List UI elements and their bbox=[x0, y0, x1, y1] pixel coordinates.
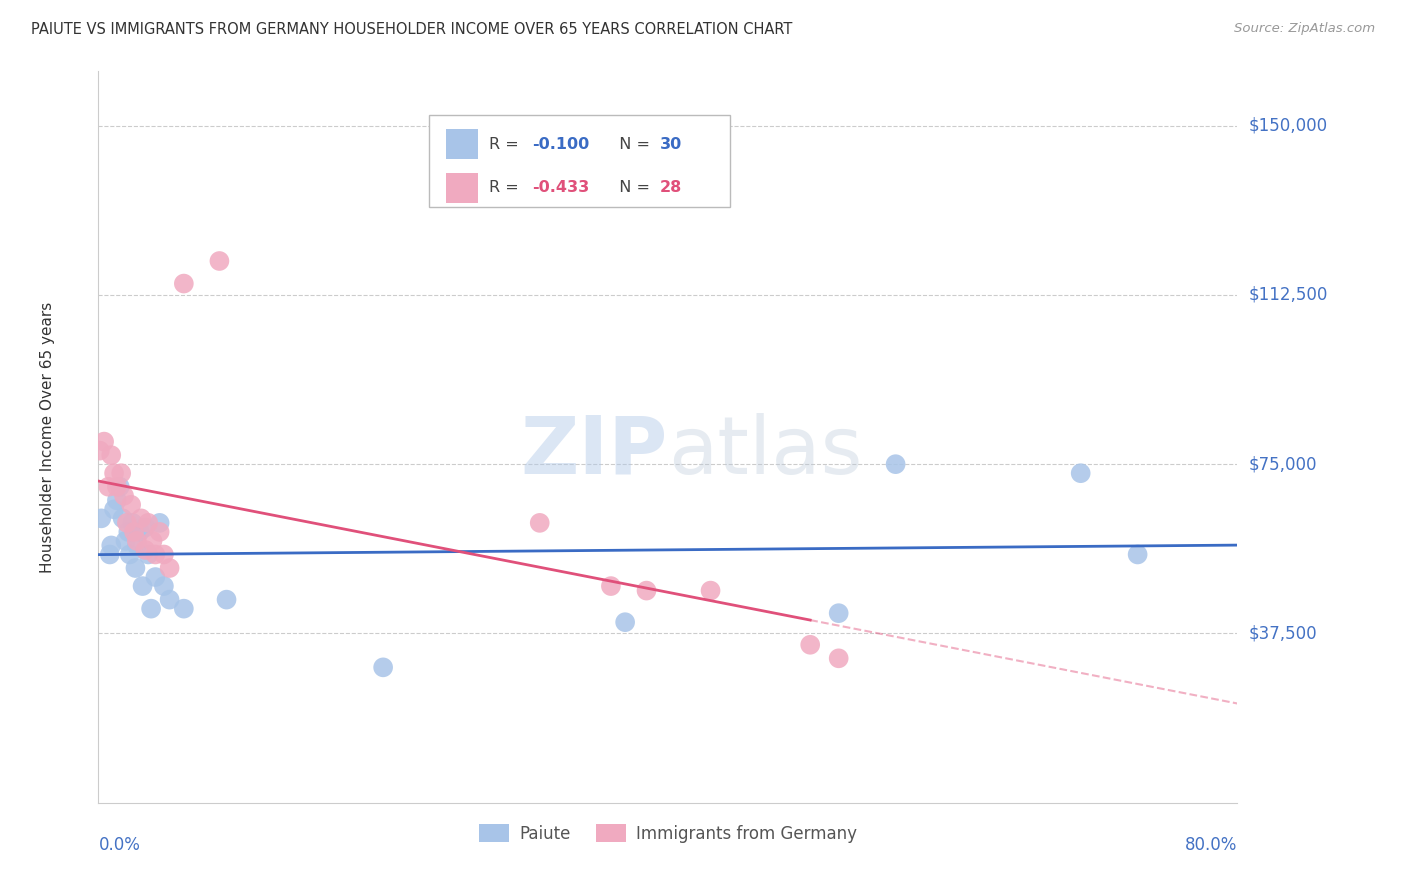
Point bbox=[828, 606, 851, 620]
Point bbox=[614, 615, 637, 630]
Point bbox=[100, 538, 122, 552]
Point bbox=[110, 466, 132, 480]
Point bbox=[600, 579, 623, 593]
Point bbox=[145, 570, 167, 584]
Point bbox=[173, 277, 195, 291]
Point bbox=[103, 502, 125, 516]
Text: N =: N = bbox=[609, 136, 655, 152]
Text: 28: 28 bbox=[659, 180, 682, 195]
Point bbox=[134, 520, 156, 534]
Point bbox=[122, 524, 145, 539]
Point bbox=[884, 457, 907, 471]
Text: atlas: atlas bbox=[668, 413, 862, 491]
Text: Householder Income Over 65 years: Householder Income Over 65 years bbox=[39, 301, 55, 573]
Point bbox=[799, 638, 821, 652]
Point bbox=[100, 448, 122, 462]
Point bbox=[159, 592, 181, 607]
Text: Source: ZipAtlas.com: Source: ZipAtlas.com bbox=[1234, 22, 1375, 36]
Point bbox=[529, 516, 551, 530]
Text: -0.100: -0.100 bbox=[533, 136, 589, 152]
Point bbox=[129, 511, 152, 525]
Point bbox=[112, 489, 135, 503]
Point bbox=[1070, 466, 1092, 480]
Point bbox=[145, 548, 167, 562]
Point bbox=[828, 651, 851, 665]
Point bbox=[89, 443, 111, 458]
Point bbox=[90, 511, 112, 525]
Text: PAIUTE VS IMMIGRANTS FROM GERMANY HOUSEHOLDER INCOME OVER 65 YEARS CORRELATION C: PAIUTE VS IMMIGRANTS FROM GERMANY HOUSEH… bbox=[31, 22, 793, 37]
Point bbox=[139, 601, 162, 615]
Point bbox=[111, 511, 134, 525]
Point bbox=[208, 254, 231, 268]
Legend: Paiute, Immigrants from Germany: Paiute, Immigrants from Germany bbox=[472, 818, 863, 849]
Point bbox=[373, 660, 395, 674]
Text: $37,500: $37,500 bbox=[1249, 624, 1317, 642]
Point bbox=[136, 516, 159, 530]
Point bbox=[153, 548, 176, 562]
Point bbox=[118, 548, 141, 562]
Point bbox=[1126, 548, 1149, 562]
Text: ZIP: ZIP bbox=[520, 413, 668, 491]
Point bbox=[159, 561, 181, 575]
Text: $112,500: $112,500 bbox=[1249, 285, 1327, 304]
FancyBboxPatch shape bbox=[446, 128, 478, 160]
Point bbox=[125, 533, 148, 548]
FancyBboxPatch shape bbox=[446, 172, 478, 203]
Point bbox=[120, 498, 142, 512]
Point bbox=[149, 516, 172, 530]
Text: $150,000: $150,000 bbox=[1249, 117, 1327, 135]
Point bbox=[699, 583, 721, 598]
Point bbox=[131, 579, 153, 593]
Point bbox=[128, 524, 150, 539]
Point bbox=[93, 434, 115, 449]
Text: 0.0%: 0.0% bbox=[98, 836, 141, 854]
Point bbox=[134, 543, 156, 558]
FancyBboxPatch shape bbox=[429, 115, 731, 207]
Point bbox=[103, 466, 125, 480]
Text: $75,000: $75,000 bbox=[1249, 455, 1317, 473]
Point bbox=[114, 533, 136, 548]
Point bbox=[125, 538, 148, 552]
Text: -0.433: -0.433 bbox=[533, 180, 589, 195]
Point bbox=[121, 516, 143, 530]
Point bbox=[97, 480, 120, 494]
Text: R =: R = bbox=[489, 136, 524, 152]
Point bbox=[105, 493, 128, 508]
Text: R =: R = bbox=[489, 180, 524, 195]
Point bbox=[173, 601, 195, 615]
Point bbox=[115, 516, 138, 530]
Text: N =: N = bbox=[609, 180, 655, 195]
Point bbox=[108, 480, 131, 494]
Text: 30: 30 bbox=[659, 136, 682, 152]
Point bbox=[149, 524, 172, 539]
Point bbox=[98, 548, 121, 562]
Point bbox=[215, 592, 238, 607]
Point bbox=[117, 524, 139, 539]
Point bbox=[153, 579, 176, 593]
Point bbox=[105, 480, 128, 494]
Point bbox=[636, 583, 658, 598]
Point bbox=[136, 548, 159, 562]
Text: 80.0%: 80.0% bbox=[1185, 836, 1237, 854]
Point bbox=[141, 533, 163, 548]
Point bbox=[124, 561, 146, 575]
